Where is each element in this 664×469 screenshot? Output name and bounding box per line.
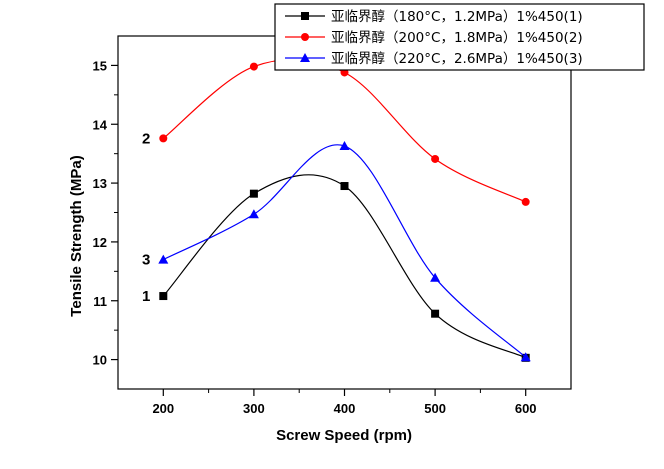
curve-label-2: 2	[142, 130, 150, 147]
series-3-point	[520, 352, 531, 362]
series-1-line	[162, 174, 526, 359]
x-tick-label: 200	[152, 401, 174, 416]
x-tick-label: 400	[334, 401, 356, 416]
series-1	[159, 174, 530, 362]
legend-label: 亚临界醇（220°C，2.6MPa）1%450(3)	[331, 50, 583, 67]
y-tick-label: 11	[93, 294, 107, 309]
y-tick-label: 15	[93, 58, 107, 73]
legend-entry-1: 亚临界醇（180°C，1.2MPa）1%450(1)	[285, 8, 583, 25]
curve-label-3: 3	[142, 252, 150, 269]
legend-box	[274, 3, 645, 71]
series-3	[158, 141, 531, 362]
legend-swatch-marker	[301, 12, 309, 20]
series-3-point	[430, 272, 441, 282]
legend-entry-2: 亚临界醇（200°C，1.8MPa）1%450(2)	[285, 29, 583, 46]
series-1-point	[249, 189, 258, 198]
y-tick-label: 14	[93, 117, 108, 132]
x-axis-ticks: 200 300 400 500 600	[152, 389, 537, 416]
curve-labels: 1 2 3	[142, 130, 150, 305]
plot-area	[117, 35, 572, 390]
series-3-line	[163, 144, 527, 358]
x-axis-title: Screw Speed (rpm)	[276, 427, 412, 444]
series-3-point	[248, 209, 259, 219]
series-3-point	[339, 141, 350, 151]
x-tick-label: 500	[424, 401, 446, 416]
legend: 亚临界醇（180°C，1.2MPa）1%450(1) 亚临界醇（200°C，1.8…	[274, 3, 645, 71]
series-2-line	[162, 58, 526, 203]
legend-swatch-marker	[301, 33, 309, 41]
y-tick-label: 12	[93, 235, 107, 250]
series-2-point	[521, 197, 530, 206]
series-2-point	[249, 62, 258, 71]
y-axis-ticks: 10 11 12 13 14 15	[93, 58, 118, 368]
series-3-point	[158, 254, 169, 264]
y-tick-label: 10	[93, 353, 107, 368]
legend-label: 亚临界醇（200°C，1.8MPa）1%450(2)	[331, 29, 583, 46]
x-tick-label: 600	[515, 401, 537, 416]
legend-label: 亚临界醇（180°C，1.2MPa）1%450(1)	[331, 8, 583, 25]
x-tick-label: 300	[243, 401, 265, 416]
series-2-point	[159, 134, 168, 143]
legend-swatch-marker	[300, 53, 310, 62]
series-1-point	[431, 309, 440, 318]
series-2	[159, 58, 530, 206]
series-1-point	[159, 292, 168, 301]
y-tick-label: 13	[93, 176, 107, 191]
legend-entry-3: 亚临界醇（220°C，2.6MPa）1%450(3)	[285, 50, 583, 67]
curve-label-1: 1	[142, 288, 150, 305]
plot-border	[117, 35, 572, 390]
series-layer	[158, 58, 531, 362]
series-2-point	[431, 154, 440, 163]
y-axis-title: Tensile Strength (MPa)	[68, 155, 85, 316]
series-1-point	[340, 182, 349, 191]
